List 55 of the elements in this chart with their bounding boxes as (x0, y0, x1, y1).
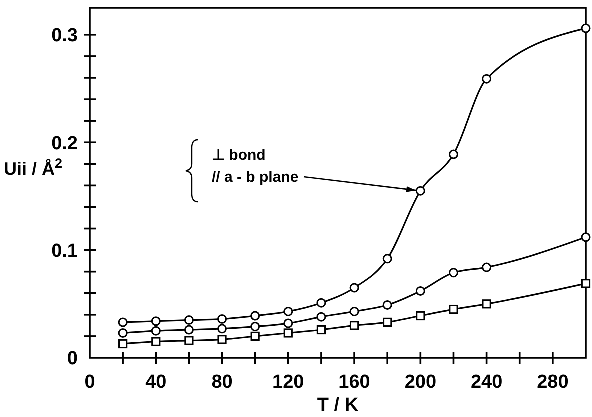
point (250, 322, 260, 332)
y-tick-label: 0.1 (52, 240, 78, 262)
point (350, 283, 360, 293)
point (284, 328, 293, 338)
point (284, 306, 294, 316)
point (581, 232, 591, 242)
point (581, 279, 591, 288)
point (448, 150, 458, 160)
point (448, 268, 458, 278)
point (416, 186, 426, 196)
y-tick-label: 0.2 (52, 133, 78, 154)
point (416, 311, 426, 321)
point (284, 318, 294, 328)
point (218, 335, 227, 344)
point (416, 286, 426, 296)
point (218, 324, 228, 334)
point (184, 336, 194, 346)
point (152, 337, 161, 346)
point (482, 74, 492, 84)
annotation: // a - b plane (212, 169, 299, 186)
point (316, 325, 326, 335)
point (482, 300, 492, 309)
point (250, 332, 260, 342)
point (350, 321, 360, 330)
point (118, 328, 128, 338)
point (184, 325, 194, 335)
x-tick-label: 40 (146, 372, 167, 393)
point (250, 311, 260, 321)
y-tick-label: 0.3 (52, 26, 78, 47)
point (316, 298, 326, 308)
x-tick-label: 80 (212, 372, 233, 393)
point (184, 316, 194, 326)
x-tick-label: 200 (404, 372, 437, 393)
point (449, 304, 458, 314)
x-tick-label: 120 (272, 372, 304, 393)
point (151, 326, 161, 336)
point (118, 318, 128, 328)
x-tick-label: 280 (537, 372, 569, 393)
point (218, 314, 228, 324)
point (383, 318, 392, 328)
point (382, 254, 392, 264)
point (581, 24, 591, 34)
x-axis-title: T / K (317, 395, 359, 416)
point (482, 262, 492, 272)
point (316, 312, 326, 322)
point (382, 300, 392, 310)
point (151, 316, 161, 326)
point (118, 339, 128, 349)
y-tick-label: 0 (67, 348, 78, 370)
x-tick-label: 0 (84, 372, 96, 393)
y-axis-title: Uii / Å$^{2}$ (4, 155, 63, 179)
point (350, 306, 360, 316)
x-tick-label: 160 (338, 372, 370, 393)
x-tick-label: 240 (470, 372, 503, 393)
annotation: ⊥ bond (212, 147, 266, 164)
